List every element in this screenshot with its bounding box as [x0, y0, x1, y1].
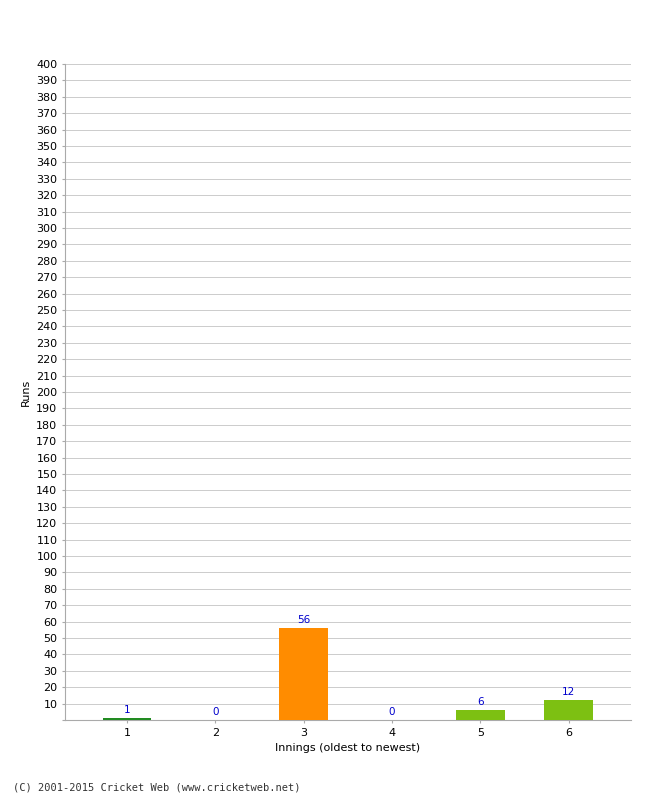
Bar — [456, 710, 504, 720]
Bar — [544, 700, 593, 720]
Text: 0: 0 — [212, 706, 218, 717]
Text: 1: 1 — [124, 705, 130, 715]
Bar — [103, 718, 151, 720]
Text: 12: 12 — [562, 687, 575, 697]
Y-axis label: Runs: Runs — [21, 378, 31, 406]
Text: 6: 6 — [477, 697, 484, 707]
X-axis label: Innings (oldest to newest): Innings (oldest to newest) — [275, 743, 421, 753]
Text: 56: 56 — [297, 615, 310, 625]
Text: 0: 0 — [389, 706, 395, 717]
Text: (C) 2001-2015 Cricket Web (www.cricketweb.net): (C) 2001-2015 Cricket Web (www.cricketwe… — [13, 782, 300, 792]
Bar — [280, 628, 328, 720]
